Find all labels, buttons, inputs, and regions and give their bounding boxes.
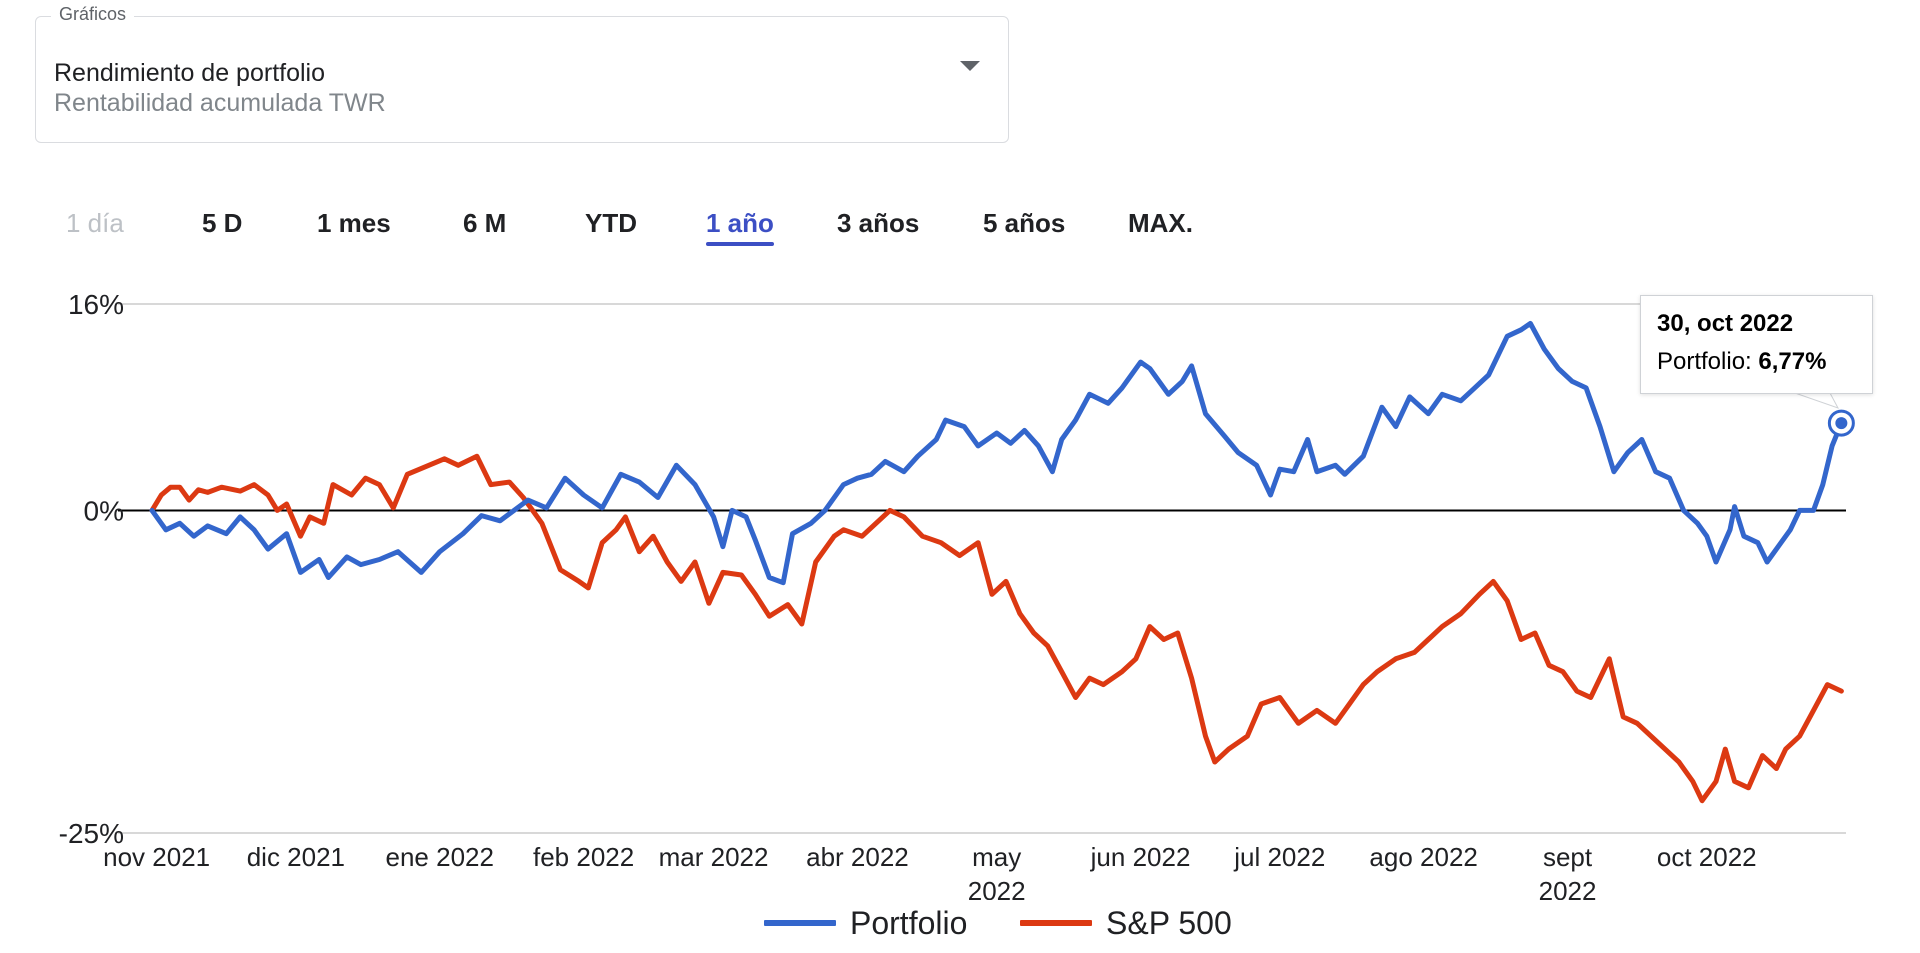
tooltip-date: 30, oct 2022 <box>1657 310 1794 337</box>
legend-label-portfolio: Portfolio <box>850 904 968 941</box>
x-tick-label: jun 2022 <box>1090 842 1191 872</box>
x-tick-label: dic 2021 <box>247 842 345 872</box>
performance-line-chart: 16% 0% -25%nov 2021 dic 2021 ene 2022 feb 202… <box>59 289 1855 900</box>
selected-chart-subtitle: Rentabilidad acumulada TWR <box>54 89 386 117</box>
range-tab-max[interactable]: MAX. <box>1128 208 1193 238</box>
y-tick-label: -25% <box>59 818 124 849</box>
legend-item-sp500[interactable]: S&P 500 <box>1020 903 1232 943</box>
legend-swatch-sp500 <box>1020 920 1092 926</box>
x-tick-label: mar 2022 <box>659 842 769 872</box>
x-tick-label: ago 2022 <box>1369 842 1477 872</box>
x-tick-label: ene 2022 <box>386 842 494 872</box>
series-line-sp500 <box>149 453 1844 804</box>
range-tab-3y[interactable]: 3 años <box>837 208 920 238</box>
selector-label: Gráficos <box>51 4 135 25</box>
range-tab-5y[interactable]: 5 años <box>983 208 1066 238</box>
selected-chart-title: Rendimiento de portfolio <box>54 59 325 87</box>
tooltip-value: 6,77% <box>1758 348 1827 375</box>
tooltip-value-line: Portfolio: 6,77% <box>1657 348 1856 376</box>
tooltip-pointer <box>1794 392 1840 409</box>
legend-label-sp500: S&P 500 <box>1106 904 1232 941</box>
range-tab-ytd[interactable]: YTD <box>585 208 637 238</box>
x-tick-label: 2022 <box>1539 876 1597 900</box>
y-tick-label: 16% <box>68 289 124 320</box>
y-tick-label: 0% <box>84 495 124 526</box>
range-tab-1y[interactable]: 1 año <box>706 208 774 246</box>
series-line-portfolio <box>149 320 1844 586</box>
x-tick-label: nov 2021 <box>103 842 210 872</box>
tooltip-series-label: Portfolio: <box>1657 348 1752 375</box>
x-tick-label: feb 2022 <box>533 842 634 872</box>
chart-selector-dropdown[interactable]: Gráficos Rendimiento de portfolio Rentab… <box>35 4 1009 143</box>
chart-tooltip: 30, oct 2022 Portfolio: 6,77% <box>1640 295 1873 394</box>
range-tab-1m[interactable]: 1 mes <box>317 208 391 238</box>
time-range-tabs: 1 día 5 D 1 mes 6 M YTD 1 año 3 años 5 a… <box>0 208 1920 248</box>
x-tick-label: sept <box>1543 842 1593 872</box>
hover-point <box>1835 417 1848 430</box>
x-tick-label: oct 2022 <box>1657 842 1757 872</box>
dropdown-arrow-icon[interactable] <box>960 61 980 71</box>
x-tick-label: may <box>972 842 1021 872</box>
range-tab-1d[interactable]: 1 día <box>66 208 124 238</box>
legend-item-portfolio[interactable]: Portfolio <box>764 903 967 943</box>
x-tick-label: 2022 <box>968 876 1026 900</box>
range-tab-6m[interactable]: 6 M <box>463 208 507 238</box>
x-tick-label: abr 2022 <box>806 842 909 872</box>
x-tick-label: jul 2022 <box>1233 842 1325 872</box>
legend-swatch-portfolio <box>764 920 836 926</box>
range-tab-5d[interactable]: 5 D <box>202 208 243 238</box>
